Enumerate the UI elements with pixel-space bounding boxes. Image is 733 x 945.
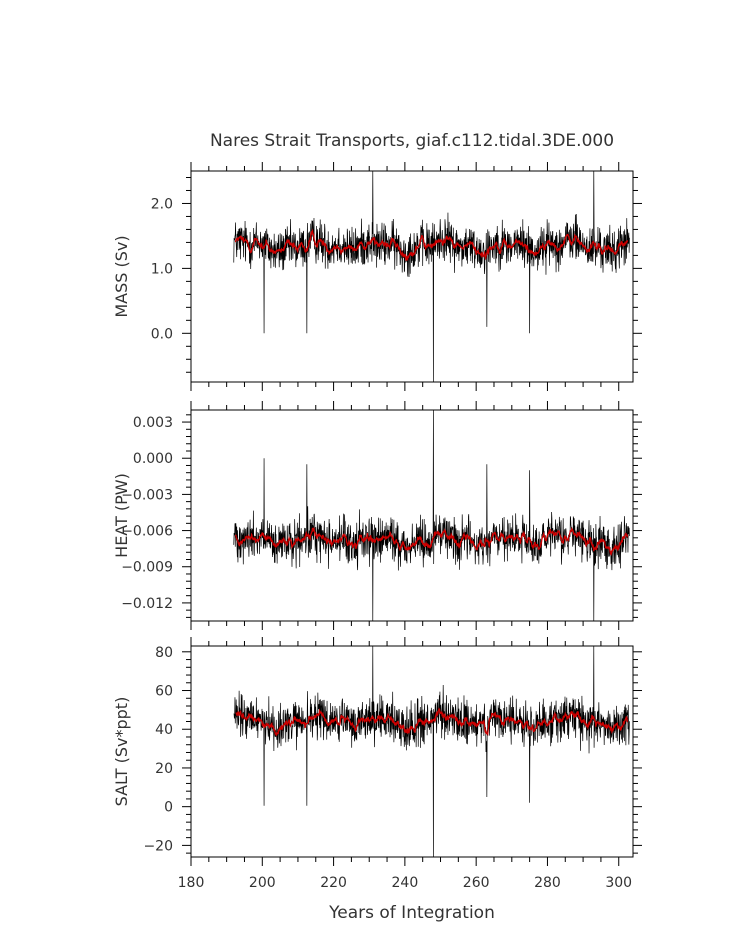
- y-tick-label: 0.000: [133, 451, 173, 467]
- panel-frame-1: [190, 170, 634, 383]
- x-tick-label: 260: [463, 875, 490, 891]
- y-tick-label: 2.0: [151, 196, 173, 212]
- chart-title: Nares Strait Transports, giaf.c112.tidal…: [210, 131, 614, 151]
- x-tick-label: 240: [392, 875, 419, 891]
- y-tick-label: −0.003: [121, 487, 173, 503]
- y-tick-label: 1.0: [151, 261, 173, 277]
- panel-frame-2: [190, 409, 634, 622]
- y-axis-label-3: SALT (Sv*ppt): [112, 697, 131, 807]
- x-tick-label: 200: [249, 875, 276, 891]
- x-tick-label: 220: [320, 875, 347, 891]
- x-tick-label: 300: [605, 875, 632, 891]
- raw-series-line-2: [233, 410, 630, 621]
- y-tick-label: 40: [155, 722, 173, 738]
- panel-3: 180 200 220 240 260 280 300 −20 0 20 40 60 80 SALT (S…: [112, 637, 642, 891]
- y-axis-label-2: HEAT (PW): [112, 473, 131, 558]
- smoothed-series-line-1: [234, 228, 629, 261]
- y-tick-label: 80: [155, 645, 173, 661]
- panel-2: −0.012 −0.009 −0.006 −0.003 0.000 0.003 HEAT (…: [112, 401, 642, 630]
- raw-series-line-1: [233, 171, 630, 382]
- y-tick-label: −0.012: [121, 596, 173, 612]
- y-tick-label: −0.009: [121, 560, 173, 576]
- panel-1: 0.0 1.0 2.0 MASS (Sv): [112, 162, 642, 391]
- y-tick-label: 20: [155, 761, 173, 777]
- y-tick-label: 60: [155, 684, 173, 700]
- y-tick-label: −0.006: [121, 524, 173, 540]
- smoothed-series-line-3: [235, 707, 629, 737]
- raw-series-line-3: [233, 646, 630, 857]
- x-tick-label: 280: [534, 875, 561, 891]
- y-tick-label: 0: [164, 800, 173, 816]
- y-tick-label: 0.003: [133, 415, 173, 431]
- y-tick-label: 0.0: [151, 326, 173, 342]
- x-tick-label: 180: [178, 875, 205, 891]
- y-tick-label: −20: [143, 838, 173, 854]
- x-axis-label: Years of Integration: [328, 903, 495, 923]
- panel-frame-3: [190, 645, 634, 858]
- smoothed-series-line-2: [234, 526, 629, 557]
- y-axis-label-1: MASS (Sv): [112, 235, 131, 317]
